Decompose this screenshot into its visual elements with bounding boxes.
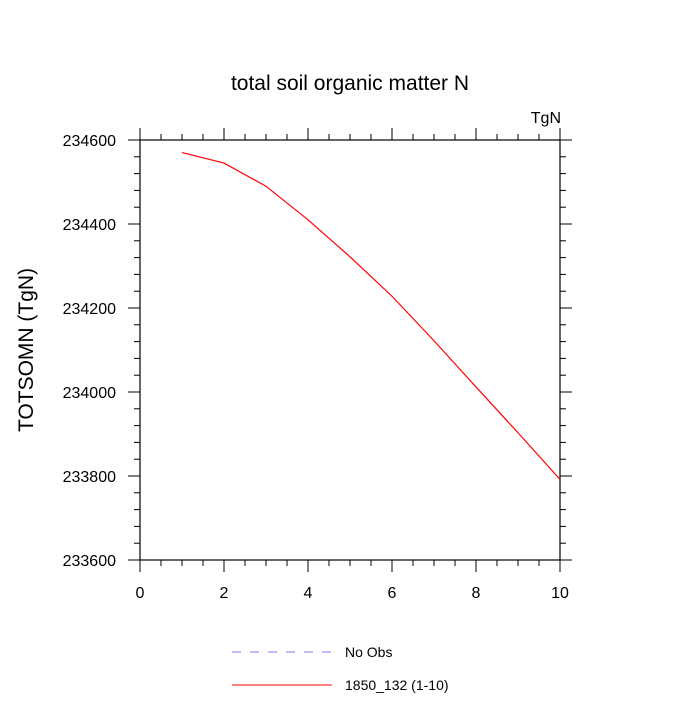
y-tick-label: 233800	[63, 469, 116, 486]
y-tick-label: 234200	[63, 301, 116, 318]
x-tick-label: 4	[304, 585, 313, 602]
y-tick-label: 234000	[63, 385, 116, 402]
x-tick-label: 10	[551, 585, 569, 602]
legend-label: 1850_132 (1-10)	[345, 677, 449, 693]
x-tick-label: 8	[472, 585, 481, 602]
units-label: TgN	[531, 110, 561, 127]
plot-area: 0 2 4 6 8 10 233600 233800 234000 234200 234400 234…	[63, 128, 572, 602]
x-tick-label: 0	[136, 585, 145, 602]
legend: No Obs 1850_132 (1-10)	[232, 644, 449, 693]
legend-label: No Obs	[345, 644, 392, 660]
plot-frame	[139, 139, 561, 561]
x-tick-label: 6	[388, 585, 397, 602]
series-line	[181, 152, 561, 480]
chart-title: total soil organic matter N	[231, 72, 469, 95]
y-tick-label: 234600	[63, 133, 116, 150]
y-axis-label: TOTSOMN (TgN)	[15, 268, 38, 432]
y-tick-label: 234400	[63, 217, 116, 234]
y-tick-label: 233600	[63, 553, 116, 570]
x-tick-label: 2	[220, 585, 229, 602]
